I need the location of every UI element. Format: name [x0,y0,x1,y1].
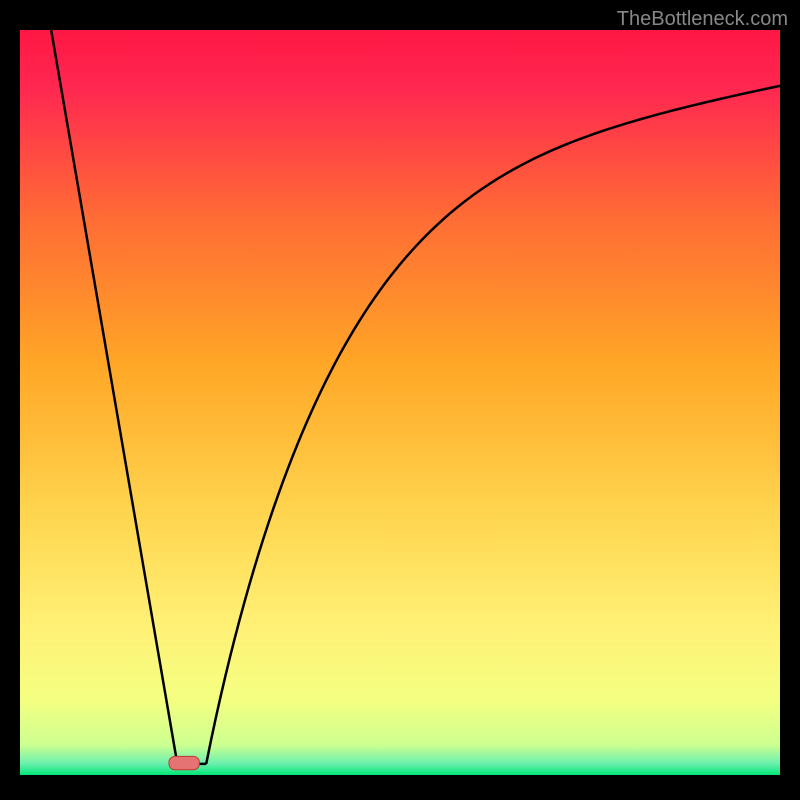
chart-background [20,30,780,775]
watermark-text: TheBottleneck.com [617,8,788,31]
optimal-marker [169,756,199,769]
bottleneck-chart [20,30,780,775]
chart-svg [20,30,780,775]
